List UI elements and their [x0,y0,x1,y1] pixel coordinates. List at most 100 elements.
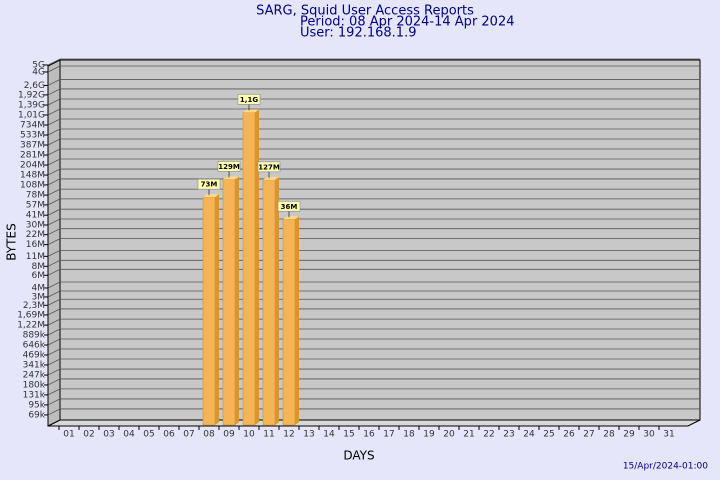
grid-line [47,308,700,316]
bar-top [223,176,239,180]
value-label: 127M [258,163,280,171]
x-tick-label: 03 [103,430,114,440]
value-label: 1,1G [240,96,258,104]
y-tick-label: 3M [32,292,46,302]
x-tick-label: 20 [443,430,455,440]
bar-top [283,216,299,220]
x-tick-label: 14 [323,430,335,440]
y-tick-label: 341k [23,360,46,370]
y-tick-label: 16M [26,240,45,250]
grid-line [47,281,700,289]
bar-top [243,109,259,113]
x-tick-label: 15 [343,430,354,440]
y-tick-label: 281M [20,151,45,161]
y-tick-label: 148M [20,171,45,181]
grid-line [47,168,700,176]
y-tick-label: 469k [23,351,46,361]
x-tick-label: 09 [223,430,235,440]
bar [242,112,256,426]
bar [202,196,216,426]
x-tick-label: 16 [363,430,375,440]
y-tick-label: 1,39G [18,101,45,111]
y-tick-label: 889k [23,331,46,341]
y-tick-label: 646k [23,340,46,350]
grid-line [47,188,700,196]
grid-line [47,208,700,216]
y-tick-label: 131k [23,390,46,400]
value-label: 36M [281,203,298,211]
x-tick-label: 08 [203,430,215,440]
plot-back-wall [59,59,701,421]
y-tick-label: 78M [26,191,45,201]
y-tick-label: 30M [26,220,45,230]
x-tick-label: 11 [263,430,274,440]
value-label-box [237,94,261,105]
x-tick-label: 19 [423,430,435,440]
grid-line [47,58,700,66]
y-tick-label: 8M [32,262,46,272]
grid-line [47,218,700,226]
x-tick-label: 23 [503,430,514,440]
value-label: 129M [218,163,240,171]
bar-side [275,176,279,425]
grid-line [47,318,700,326]
y-tick-label: 533M [20,131,45,141]
bar-side [215,194,219,425]
bar-side [255,109,259,425]
x-tick-label: 10 [243,430,255,440]
bar-side [295,216,299,425]
value-label-box [217,161,241,172]
y-tick-label: 180k [23,380,46,390]
plot-floor [47,419,701,427]
chart-subtitle: Period: 08 Apr 2024-14 Apr 2024 [300,15,515,30]
value-label-box [197,178,221,190]
grid-line [47,148,700,156]
x-tick-label: 18 [403,430,415,440]
x-tick-label: 02 [83,430,94,440]
grid-line [47,228,700,236]
y-tick-label: 95k [28,400,45,410]
y-tick-label: 2,6G [24,81,45,91]
x-tick-label: 29 [623,430,635,440]
y-tick-label: 1,22M [17,321,45,331]
grid-line [47,178,700,186]
y-tick-label: 5G [32,61,45,71]
grid-line [47,198,700,206]
x-tick-label: 27 [583,430,594,440]
x-tick-label: 26 [563,430,575,440]
grid-line [47,408,700,416]
grid-line [47,88,700,96]
grid-line [47,65,700,73]
value-label-box [257,161,281,173]
y-tick-label: 387M [20,141,45,151]
grid-line [47,79,700,86]
grid-line [47,108,700,116]
x-tick-label: 05 [143,430,154,440]
bar [222,179,236,426]
y-tick-label: 11M [26,252,45,262]
grid-line [47,348,700,356]
y-tick-label: 1,92G [18,90,45,100]
x-tick-label: 22 [483,430,494,440]
grid-line [47,118,700,126]
bar-side [235,176,239,425]
grid-line [47,138,700,146]
grid-line [47,268,700,276]
y-tick-label: 57M [26,200,45,210]
x-tick-label: 24 [523,430,535,440]
y-tick-label: 247k [23,371,46,381]
grid-line [47,388,700,396]
chart-title: SARG, Squid User Access Reports [256,4,474,19]
grid-line [47,368,700,376]
y-tick-label: 204M [20,161,45,171]
value-label-box [277,200,301,212]
x-axis-label: DAYS [343,449,374,463]
grid-line [47,378,700,386]
y-tick-label: 6M [32,271,46,281]
grid-line [47,338,700,346]
y-tick-label: 1,69M [17,310,45,320]
x-tick-label: 28 [603,430,615,440]
footer-timestamp: 15/Apr/2024-01:00 [623,462,708,472]
x-tick-label: 25 [543,430,554,440]
y-tick-label: 4M [32,283,46,293]
